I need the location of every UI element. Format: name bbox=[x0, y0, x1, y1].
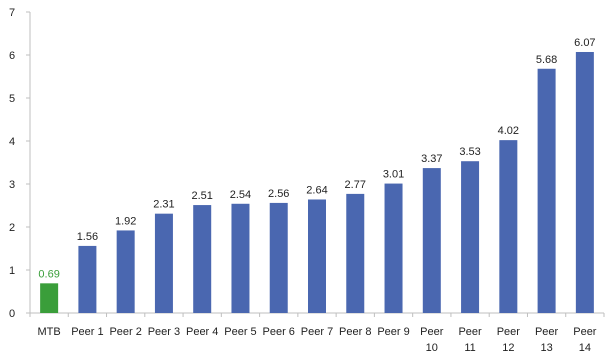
x-category-label: 12 bbox=[502, 342, 514, 354]
y-tick-label: 3 bbox=[9, 179, 15, 191]
bar-value-label: 3.53 bbox=[459, 146, 480, 158]
y-tick-label: 4 bbox=[9, 136, 15, 148]
bar-value-label: 2.64 bbox=[306, 184, 327, 196]
x-category-label: Peer 2 bbox=[109, 326, 141, 338]
bar-value-label: 1.56 bbox=[77, 231, 98, 243]
bar bbox=[537, 68, 556, 313]
bar bbox=[154, 213, 173, 313]
x-category-label: Peer 7 bbox=[301, 326, 333, 338]
bar-value-label: 0.69 bbox=[38, 268, 59, 280]
bar bbox=[269, 202, 288, 313]
bar-value-label: 3.37 bbox=[421, 153, 442, 165]
x-category-label: Peer bbox=[458, 326, 482, 338]
chart-labels: 0.69 MTB 1.56 Peer 1 1.92 Peer 2 2.31 Peer 3 2.5… bbox=[38, 37, 597, 354]
bar bbox=[346, 193, 365, 313]
bar bbox=[78, 245, 97, 313]
bar bbox=[384, 183, 403, 313]
bar-value-label: 6.07 bbox=[574, 37, 595, 49]
x-category-label: Peer 9 bbox=[377, 326, 409, 338]
y-tick-label: 6 bbox=[9, 50, 15, 62]
x-category-label: 13 bbox=[540, 342, 552, 354]
bar bbox=[40, 283, 59, 313]
bar-value-label: 2.51 bbox=[191, 190, 212, 202]
x-category-label: Peer bbox=[573, 326, 597, 338]
bar-value-label: 2.77 bbox=[345, 179, 366, 191]
x-category-label: Peer bbox=[420, 326, 444, 338]
y-tick-label: 7 bbox=[9, 7, 15, 19]
x-category-label: 14 bbox=[579, 342, 591, 354]
x-category-label: Peer 6 bbox=[263, 326, 295, 338]
x-category-label: Peer 1 bbox=[71, 326, 103, 338]
bar bbox=[231, 203, 250, 313]
bar bbox=[193, 205, 212, 313]
bar-value-label: 5.68 bbox=[536, 54, 557, 66]
bar-value-label: 2.56 bbox=[268, 188, 289, 200]
x-category-label: 11 bbox=[464, 342, 475, 354]
x-category-label: Peer 3 bbox=[148, 326, 180, 338]
bar-value-label: 2.54 bbox=[230, 189, 251, 201]
chart-bars bbox=[40, 51, 594, 314]
bar bbox=[575, 51, 594, 314]
x-category-label: 10 bbox=[426, 342, 438, 354]
bar bbox=[461, 161, 480, 313]
y-tick-label: 5 bbox=[9, 93, 15, 105]
bar bbox=[499, 140, 518, 313]
x-category-label: Peer 8 bbox=[339, 326, 371, 338]
bar bbox=[422, 168, 441, 313]
x-category-label: Peer bbox=[535, 326, 559, 338]
bar bbox=[308, 199, 326, 313]
x-category-label: Peer 5 bbox=[224, 326, 256, 338]
bar bbox=[116, 230, 135, 313]
bar-value-label: 4.02 bbox=[498, 125, 519, 137]
y-tick-label: 2 bbox=[9, 222, 15, 234]
x-category-label: MTB bbox=[38, 326, 61, 338]
y-tick-label: 1 bbox=[9, 265, 15, 277]
y-tick-label: 0 bbox=[9, 308, 15, 320]
bar-value-label: 3.01 bbox=[383, 169, 404, 181]
bar-value-label: 1.92 bbox=[115, 215, 136, 227]
x-category-label: Peer bbox=[497, 326, 521, 338]
bar-value-label: 2.31 bbox=[153, 199, 174, 211]
x-category-label: Peer 4 bbox=[186, 326, 218, 338]
